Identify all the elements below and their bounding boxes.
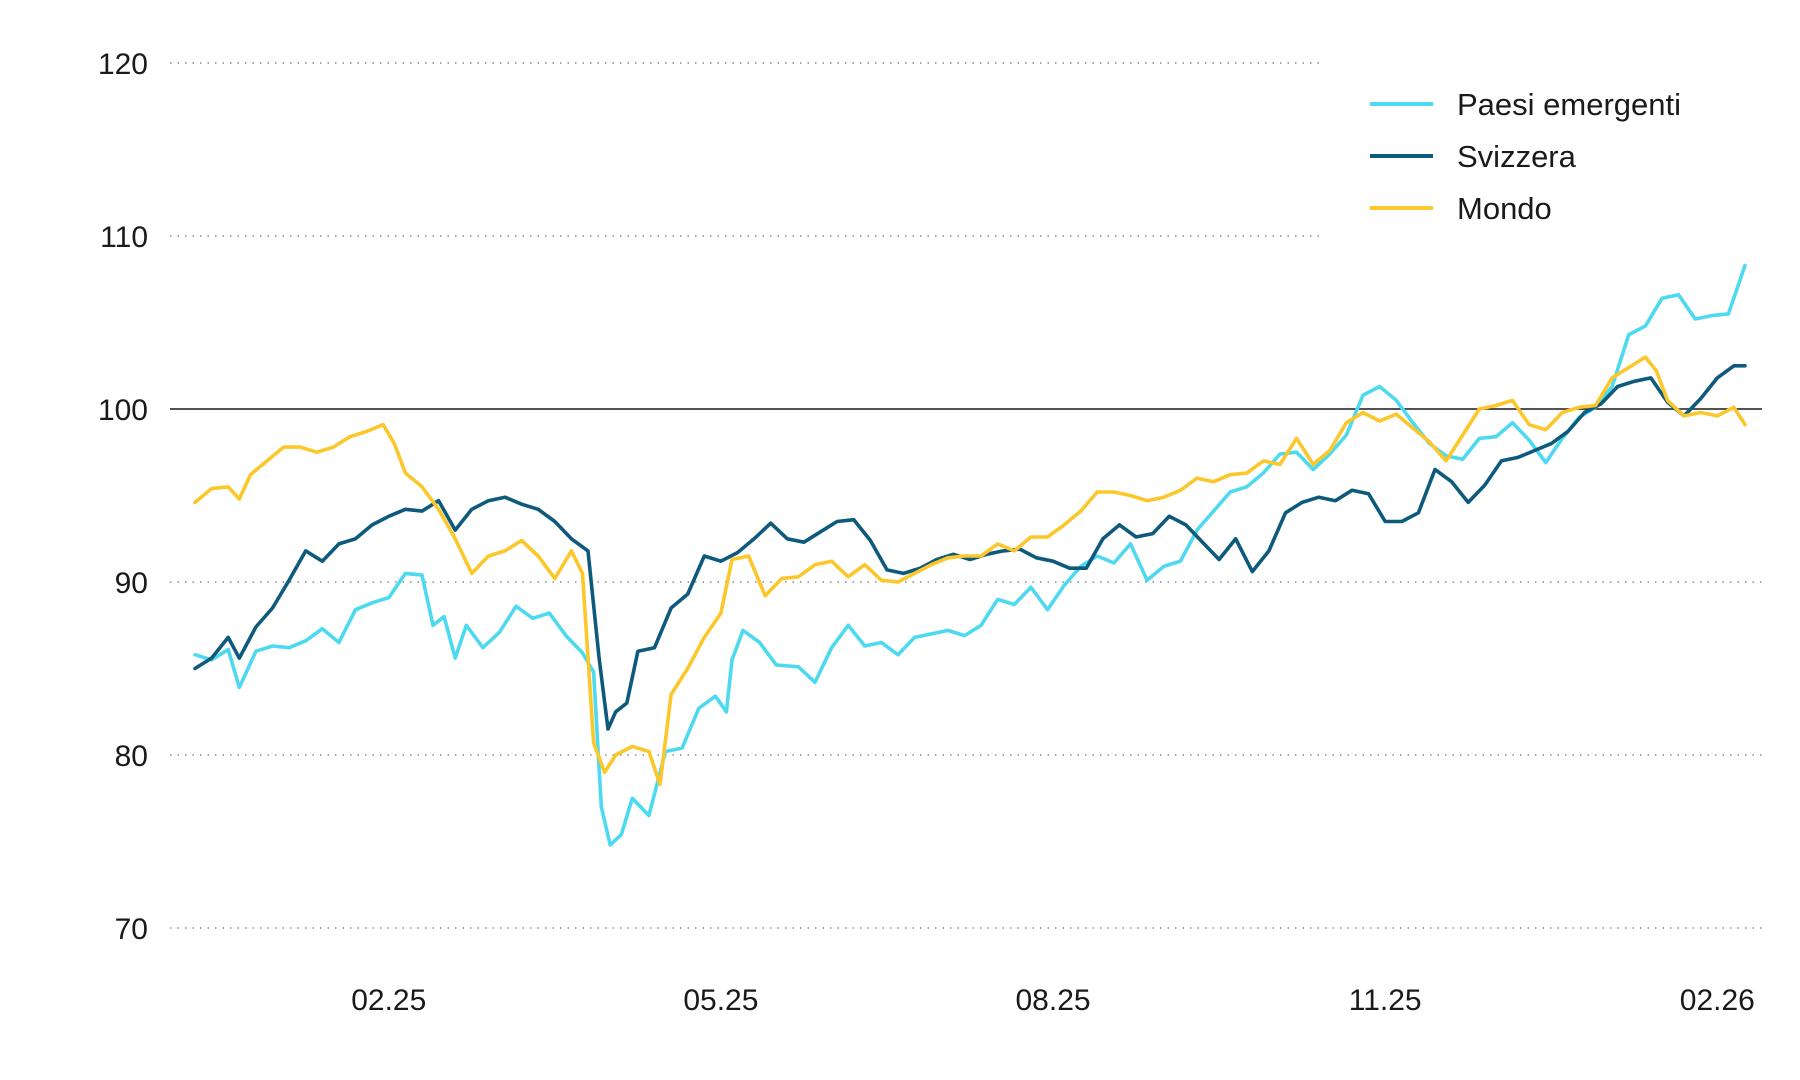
y-tick-label: 80 — [115, 740, 148, 773]
series-line-mondo — [193, 355, 1747, 787]
y-axis-ticks: 120 110 100 90 80 70 — [98, 48, 148, 946]
y-tick-label: 120 — [98, 48, 148, 81]
legend-label: Svizzera — [1457, 139, 1577, 174]
x-tick-label: 08.25 — [1015, 984, 1090, 1017]
series-line-paesi-emergenti — [193, 263, 1747, 847]
x-tick-label: 02.25 — [351, 984, 426, 1017]
series-lines — [193, 263, 1747, 847]
legend-label: Paesi emergenti — [1457, 87, 1681, 122]
y-tick-label: 100 — [98, 394, 148, 427]
y-tick-label: 90 — [115, 567, 148, 600]
x-tick-label: 05.25 — [683, 984, 758, 1017]
y-tick-label: 70 — [115, 913, 148, 946]
legend: Paesi emergenti Svizzera Mondo — [1370, 87, 1681, 226]
y-tick-label: 110 — [100, 221, 148, 254]
legend-label: Mondo — [1457, 191, 1552, 226]
x-tick-label: 02.26 — [1680, 984, 1755, 1017]
series-line-svizzera — [193, 364, 1747, 731]
x-tick-label: 11.25 — [1349, 984, 1422, 1017]
x-axis-ticks: 02.25 05.25 08.25 11.25 02.26 — [351, 984, 1755, 1017]
gridlines — [170, 62, 1762, 929]
